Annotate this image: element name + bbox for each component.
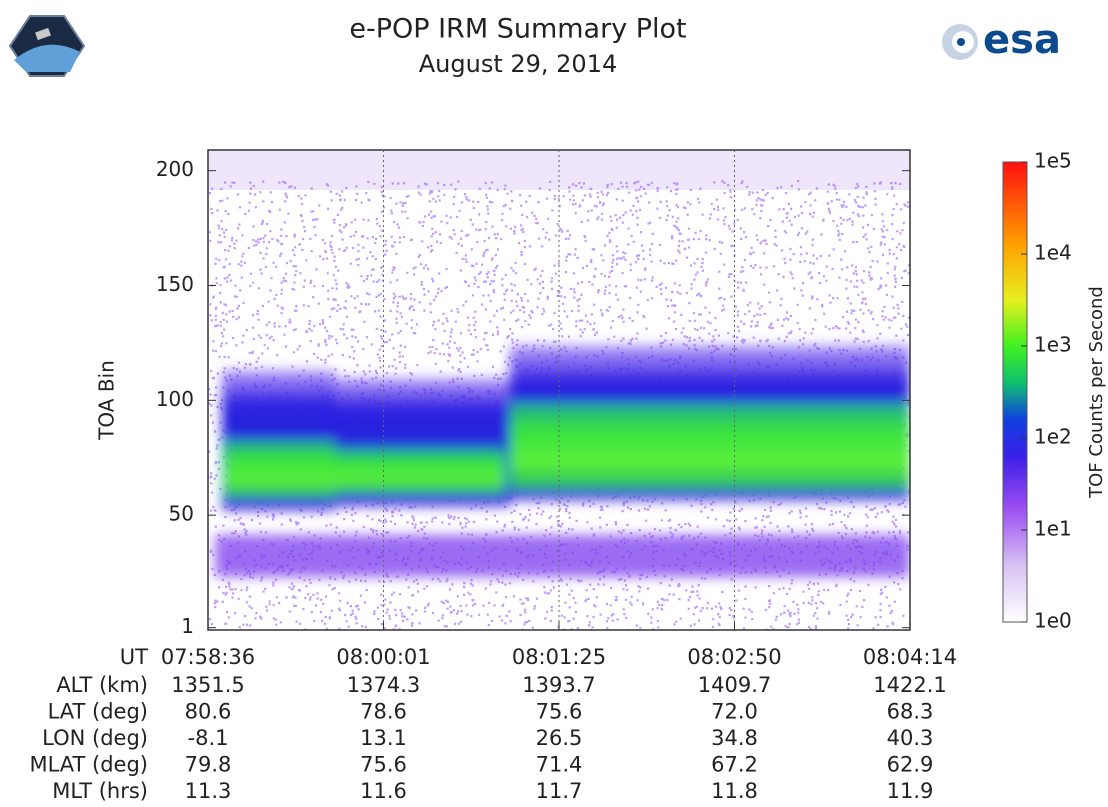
table-cell: 34.8 [711, 726, 758, 750]
row-label: LON (deg) [42, 726, 148, 750]
table-cell: 71.4 [536, 753, 583, 777]
esa-logo: esa [942, 17, 1061, 63]
x-tick-label: 07:58:36 [161, 645, 255, 669]
band-green [335, 448, 505, 494]
ion-band [215, 345, 910, 577]
y-tick-label: 1 [181, 614, 194, 638]
table-cell: 68.3 [887, 700, 934, 724]
x-tick-label: 08:00:01 [336, 645, 430, 669]
table-cell: 79.8 [185, 753, 232, 777]
row-label: MLT (hrs) [52, 779, 148, 803]
colorbar-tick-label: 1e2 [1034, 425, 1072, 449]
spectrogram [208, 150, 910, 630]
table-cell: 1409.7 [698, 673, 771, 697]
band-lower [215, 535, 910, 577]
colorbar [1002, 161, 1028, 623]
table-cell: 78.6 [360, 700, 407, 724]
colorbar-tick-label: 1e4 [1034, 241, 1072, 265]
table-cell: 62.9 [887, 753, 934, 777]
logo-text: esa [983, 17, 1061, 63]
table-cell: 26.5 [536, 726, 583, 750]
colorbar-tick-label: 1e5 [1034, 149, 1072, 173]
table-cell: 1351.5 [171, 673, 244, 697]
band-green [510, 402, 910, 490]
table-cell: 1393.7 [522, 673, 595, 697]
colorbar-tick-label: 1e0 [1034, 609, 1072, 633]
table-cell: 40.3 [887, 726, 934, 750]
row-label: MLAT (deg) [29, 753, 148, 777]
chart-subtitle: August 29, 2014 [419, 50, 618, 78]
y-tick-label: 100 [156, 387, 194, 411]
table-cell: 11.7 [536, 779, 583, 803]
table-cell: 75.6 [360, 753, 407, 777]
row-label: ALT (km) [56, 673, 148, 697]
mission-logo [8, 15, 86, 77]
y-tick-label: 50 [169, 502, 194, 526]
y-axis-label: TOA Bin [95, 360, 119, 441]
colorbar-label: TOF Counts per Second [1086, 286, 1107, 499]
colorbar-tick-label: 1e1 [1034, 517, 1072, 541]
colorbar-tick-label: 1e3 [1034, 333, 1072, 357]
table-cell: -8.1 [188, 726, 229, 750]
table-cell: 11.8 [711, 779, 758, 803]
table-cell: 80.6 [185, 700, 232, 724]
table-cell: 13.1 [360, 726, 407, 750]
y-tick-label: 150 [156, 272, 194, 296]
table-cell: 75.6 [536, 700, 583, 724]
table-cell: 67.2 [711, 753, 758, 777]
x-tick-label: 08:01:25 [512, 645, 606, 669]
row-label: LAT (deg) [48, 700, 148, 724]
table-cell: 72.0 [711, 700, 758, 724]
table-cell: 1422.1 [873, 673, 946, 697]
table-cell: 1374.3 [347, 673, 420, 697]
table-cell: 11.3 [185, 779, 232, 803]
table-cell: 11.9 [887, 779, 934, 803]
band-green [224, 440, 335, 498]
x-tick-label: 08:04:14 [863, 645, 957, 669]
chart-title: e-POP IRM Summary Plot [349, 14, 686, 45]
table-cell: 11.6 [360, 779, 407, 803]
x-axis-label: UT [120, 645, 148, 669]
x-tick-label: 08:02:50 [687, 645, 781, 669]
y-tick-label: 200 [156, 157, 194, 181]
